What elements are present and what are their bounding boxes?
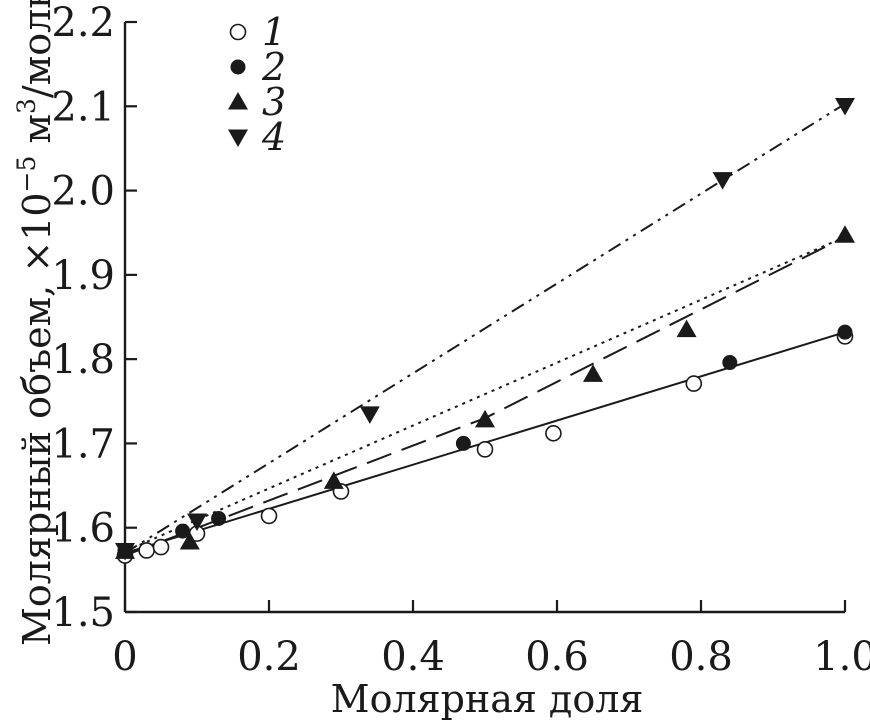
y-tick-label: 2.0 (51, 169, 115, 215)
fit-line-dotted (124, 235, 846, 553)
data-point-series-2 (211, 510, 227, 526)
data-point-series-4 (359, 406, 380, 424)
legend-label-3: 3 (262, 80, 286, 124)
y-axis-title-end: /моль (15, 0, 59, 98)
x-tick-label: 0.6 (525, 634, 589, 680)
fit-line-series-4 (124, 102, 846, 554)
data-point-series-3 (179, 532, 200, 550)
y-axis-title-exponent-2: 3 (12, 98, 41, 114)
data-point-series-3 (323, 471, 344, 489)
plot-area (123, 22, 845, 614)
legend-label-2: 2 (261, 45, 286, 89)
y-tick-label: 1.7 (51, 421, 115, 467)
data-point-series-1 (138, 542, 155, 559)
data-point-series-1 (476, 441, 494, 458)
data-point-series-2 (722, 355, 738, 371)
legend-marker-4 (228, 129, 248, 147)
data-point-series-2 (837, 324, 853, 340)
data-point-series-2 (455, 435, 471, 451)
y-tick-label: 2.2 (51, 0, 115, 46)
data-point-series-4 (712, 172, 733, 190)
fit-line-series-3 (124, 236, 846, 557)
y-tick-label: 2.1 (51, 84, 115, 130)
legend-marker-2 (230, 59, 246, 75)
data-point-series-1 (152, 538, 170, 556)
x-axis-title: Молярная доля (331, 677, 644, 721)
y-axis-title: Молярный объем, ×10−5 м3/моль (12, 0, 59, 646)
x-tick-label: 0.8 (669, 634, 733, 680)
y-axis-title-exponent-1: −5 (12, 156, 41, 193)
x-tick-label: 0 (112, 634, 137, 680)
x-tick-label: 1.0 (813, 634, 870, 680)
data-point-series-3 (475, 409, 495, 428)
ticks (123, 20, 847, 614)
data-point-series-4 (187, 513, 207, 531)
data-point-series-4 (115, 542, 135, 561)
data-point-series-2 (175, 523, 191, 539)
data-point-series-3 (583, 364, 603, 382)
x-tick-label: 0.2 (237, 634, 301, 680)
y-tick-label: 1.6 (51, 506, 115, 552)
tick-labels: 0 0.2 0.4 0.6 0.8 1.0 1.5 1.6 1.7 1.8 1.9 2.0 2.1 2.2 (51, 0, 870, 680)
y-axis-title-unit: м (15, 114, 59, 156)
data-point-series-1 (685, 375, 703, 392)
legend-marker-1 (229, 23, 247, 41)
legend-label-4: 4 (261, 115, 286, 159)
data-point-series-3 (835, 225, 855, 243)
data-point-series-1 (260, 507, 278, 525)
y-tick-label: 1.9 (51, 253, 115, 299)
y-axis-title-main: Молярный объем, ×10 (15, 192, 59, 646)
fit-lines (124, 102, 846, 557)
data-point-series-1 (545, 425, 562, 442)
data-point-series-4 (835, 97, 855, 116)
markers (115, 97, 855, 564)
y-tick-label: 1.5 (51, 590, 115, 636)
legend-label-1: 1 (262, 10, 286, 54)
data-point-series-3 (676, 319, 697, 338)
y-tick-label: 1.8 (51, 337, 115, 383)
legend-marker-3 (228, 92, 248, 110)
x-tick-label: 0.4 (381, 634, 445, 680)
